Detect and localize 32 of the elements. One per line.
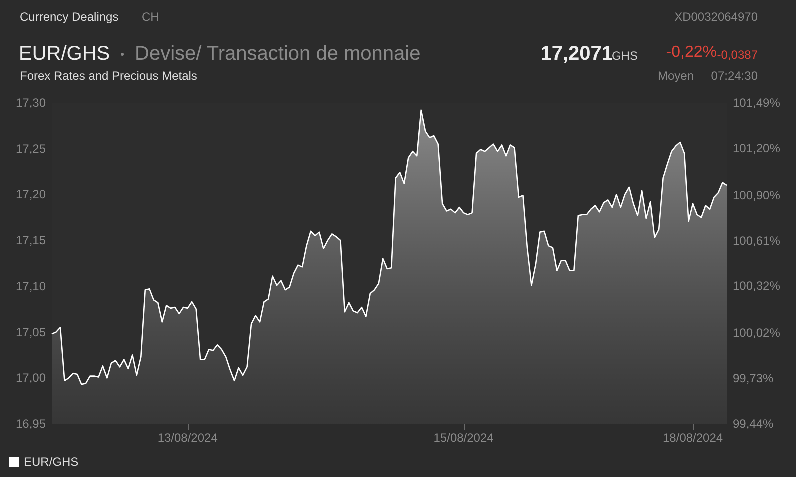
chart-title: EUR/GHS [19, 43, 110, 65]
y-tick-label: 17,00 [16, 371, 46, 386]
text: Forex Rates and Precious Metals [20, 69, 198, 83]
text: XD0032064970 [674, 10, 758, 24]
y2-tick-label: 99,44% [733, 417, 774, 431]
y2-tick-label: 100,90% [733, 188, 781, 202]
x-tick-label: 18/08/2024 [663, 431, 724, 445]
text: 07:24:30 [711, 69, 758, 83]
y2-tick-label: 100,02% [733, 326, 781, 340]
y-tick-label: 17,05 [16, 325, 46, 340]
y2-tick-label: 101,20% [733, 141, 781, 156]
text: Currency Dealings [20, 10, 119, 24]
y2-tick-label: 100,61% [733, 234, 781, 248]
text: -0,22% [666, 44, 717, 61]
legend-label: EUR/GHS [24, 455, 79, 469]
y-tick-label: 17,15 [16, 234, 46, 248]
y-tick-label: 17,25 [16, 142, 46, 156]
chart-subtitle: Devise/ Transaction de monnaie [135, 43, 421, 65]
x-tick-label: 15/08/2024 [434, 431, 494, 445]
y-tick-label: 17,30 [16, 96, 46, 110]
text: CH [142, 10, 160, 24]
y2-tick-label: 99,73% [733, 372, 774, 386]
text: -0,0387 [717, 48, 758, 62]
y2-tick-label: 101,49% [733, 96, 781, 110]
y2-tick-label: 100,32% [733, 279, 781, 294]
y-tick-label: 17,20 [16, 188, 46, 202]
text: GHS [612, 49, 638, 63]
y-tick-label: 16,95 [16, 417, 46, 431]
x-tick-label: 13/08/2024 [158, 431, 218, 445]
text: Moyen [658, 69, 694, 83]
y-tick-label: 17,10 [16, 279, 46, 294]
text: 17,2071 [540, 43, 613, 65]
